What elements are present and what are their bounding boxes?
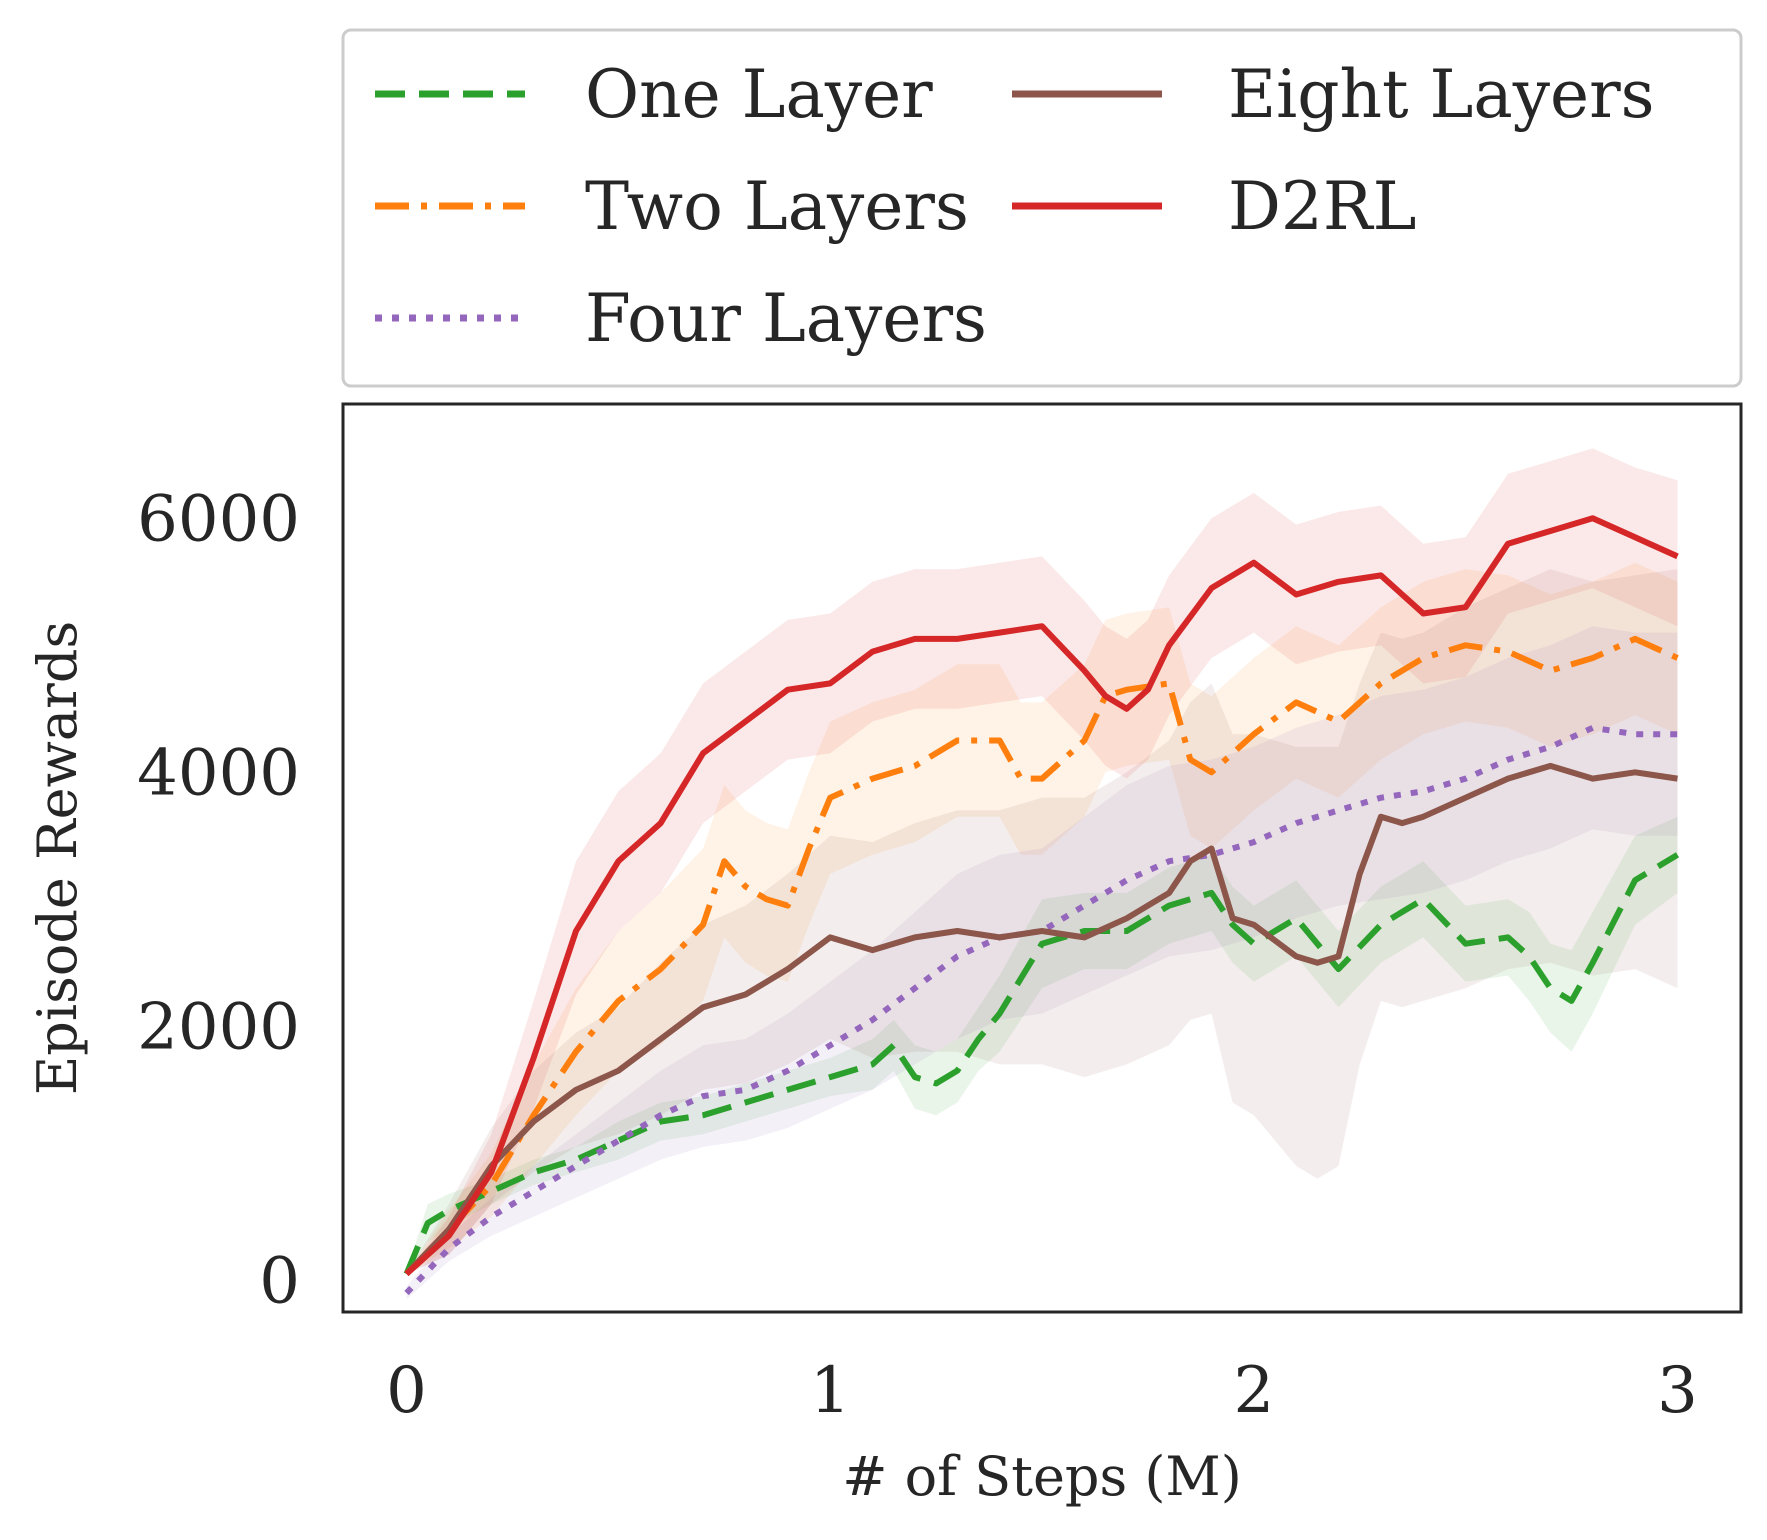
series-line-one-layer: [403, 852, 1680, 1276]
series-line-d2rl: [404, 515, 1679, 1277]
y-tick-label: 0: [259, 1244, 300, 1318]
band-two-layers: [406, 562, 1678, 1274]
axis-ticks: 0 1 2 3 0 2000 4000 6000: [137, 482, 1698, 1428]
y-axis-label: Episode Rewards: [26, 621, 89, 1095]
legend: One Layer Two Layers Four Layers Eight Laye…: [341, 28, 1743, 388]
legend-label-one-layer: One Layer: [585, 56, 933, 133]
series-line-eight-layers: [404, 762, 1678, 1276]
x-axis-label: # of Steps (M): [842, 1445, 1242, 1508]
legend-label-eight-layers: Eight Layers: [1228, 56, 1655, 133]
x-tick-label: 2: [1233, 1354, 1274, 1428]
x-tick-label: 3: [1657, 1354, 1698, 1428]
y-tick-label: 4000: [137, 736, 300, 810]
series-line-four-layers: [404, 724, 1678, 1296]
y-tick-label: 6000: [137, 482, 300, 556]
band-four-layers: [406, 626, 1678, 1300]
legend-label-four-layers: Four Layers: [585, 280, 987, 357]
y-tick-label: 2000: [137, 990, 300, 1064]
series-line-two-layers: [404, 635, 1679, 1276]
x-tick-label: 0: [386, 1354, 427, 1428]
plot-frame: [341, 402, 1743, 1314]
band-eight-layers: [406, 569, 1678, 1274]
legend-label-d2rl: D2RL: [1228, 168, 1416, 245]
band-one-layer: [406, 816, 1678, 1274]
legend-label-two-layers: Two Layers: [585, 168, 969, 245]
series-lines: [403, 515, 1680, 1296]
x-tick-label: 1: [810, 1354, 851, 1428]
